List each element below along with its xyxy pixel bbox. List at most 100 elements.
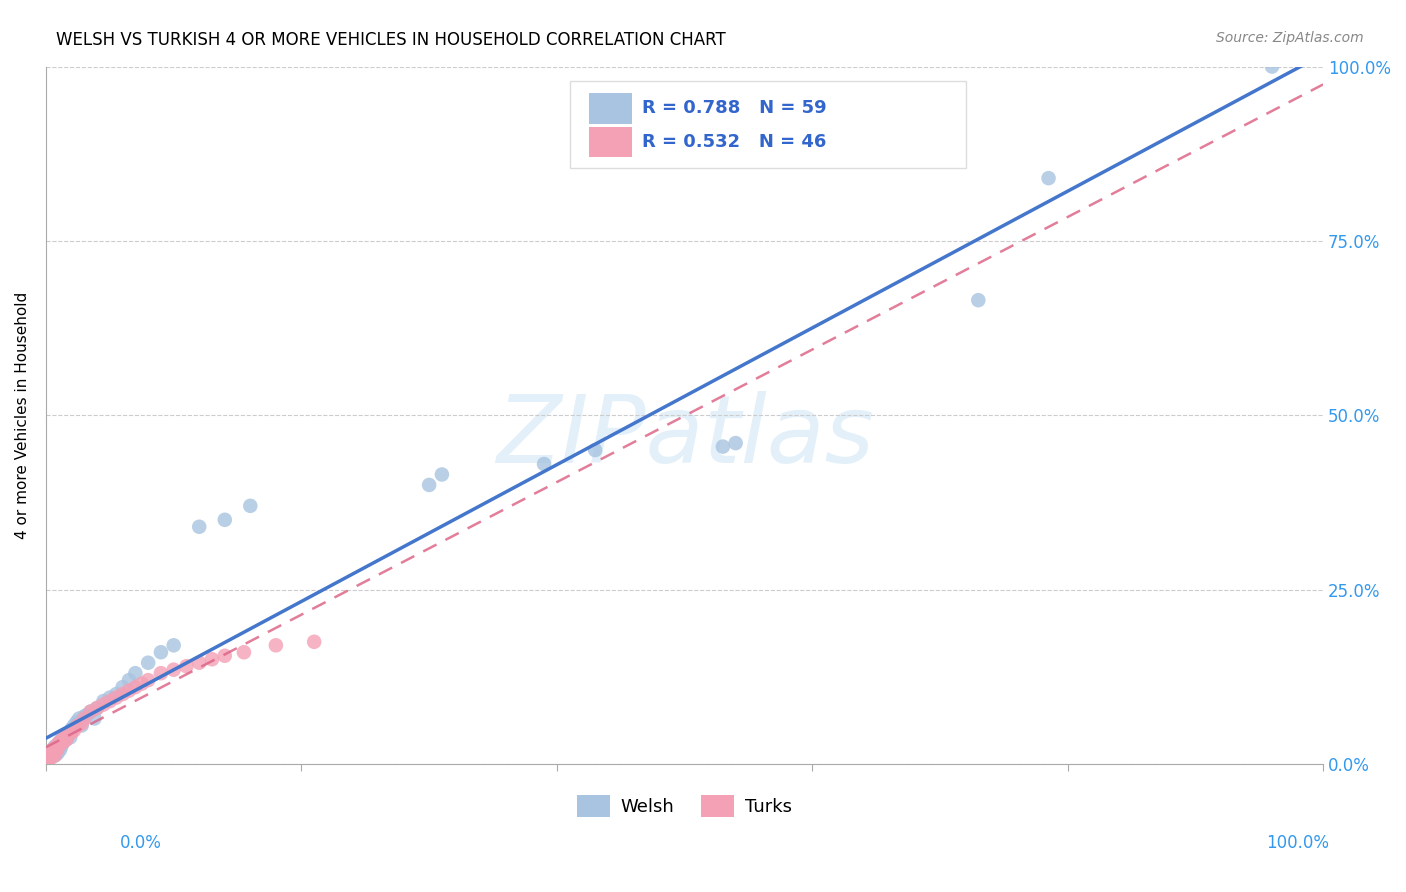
Point — [53, 729, 76, 743]
Point — [38, 751, 60, 765]
Point — [58, 725, 80, 739]
Point — [49, 743, 72, 757]
Point — [967, 293, 990, 308]
Point — [63, 718, 86, 732]
Point — [52, 736, 75, 750]
Point — [118, 673, 141, 688]
Point — [73, 711, 96, 725]
Point — [67, 711, 90, 725]
Point — [59, 731, 82, 745]
Point — [131, 676, 153, 690]
Point — [60, 725, 83, 739]
Point — [136, 673, 159, 688]
Legend: Welsh, Turks: Welsh, Turks — [569, 788, 799, 824]
Point — [302, 635, 325, 649]
Point — [44, 741, 66, 756]
Point — [111, 687, 134, 701]
Text: WELSH VS TURKISH 4 OR MORE VEHICLES IN HOUSEHOLD CORRELATION CHART: WELSH VS TURKISH 4 OR MORE VEHICLES IN H… — [56, 31, 725, 49]
Point — [45, 739, 67, 754]
Point — [430, 467, 453, 482]
Point — [52, 731, 75, 745]
Point — [48, 736, 70, 750]
Point — [724, 436, 747, 450]
Point — [98, 690, 121, 705]
Point — [163, 663, 186, 677]
Point — [70, 718, 93, 732]
Point — [214, 513, 236, 527]
Point — [48, 736, 70, 750]
Point — [38, 748, 60, 763]
Point — [83, 711, 105, 725]
Text: 100.0%: 100.0% — [1265, 834, 1329, 852]
Point — [49, 737, 72, 751]
Point — [264, 638, 287, 652]
Point — [124, 666, 146, 681]
Point — [39, 749, 62, 764]
Point — [52, 734, 75, 748]
Point — [98, 694, 121, 708]
Point — [44, 739, 66, 754]
Point — [55, 732, 77, 747]
Point — [39, 744, 62, 758]
Point — [45, 744, 67, 758]
Point — [73, 709, 96, 723]
Point — [188, 656, 211, 670]
Point — [1261, 60, 1284, 74]
Point — [1038, 171, 1060, 186]
Point — [41, 747, 63, 761]
Point — [38, 751, 60, 765]
Point — [39, 748, 62, 763]
Point — [105, 687, 128, 701]
Point — [56, 727, 79, 741]
Point — [44, 748, 66, 763]
Text: 0.0%: 0.0% — [120, 834, 162, 852]
Point — [41, 749, 63, 764]
Point — [48, 739, 70, 754]
Point — [93, 698, 115, 712]
Point — [38, 753, 60, 767]
Point — [45, 741, 67, 756]
Point — [41, 743, 63, 757]
Point — [118, 683, 141, 698]
Point — [176, 659, 198, 673]
Point — [65, 714, 87, 729]
Point — [149, 666, 172, 681]
Point — [66, 718, 89, 732]
Point — [70, 716, 93, 731]
Point — [51, 739, 73, 754]
Point — [239, 499, 262, 513]
Point — [79, 705, 101, 719]
Point — [86, 701, 108, 715]
Point — [58, 727, 80, 741]
Point — [149, 645, 172, 659]
Text: Source: ZipAtlas.com: Source: ZipAtlas.com — [1216, 31, 1364, 45]
Point — [418, 478, 440, 492]
Point — [51, 736, 73, 750]
Point — [60, 722, 83, 736]
Point — [163, 638, 186, 652]
Point — [214, 648, 236, 663]
Point — [56, 729, 79, 743]
Point — [38, 749, 60, 764]
Point — [111, 680, 134, 694]
Point — [63, 723, 86, 738]
Point — [53, 731, 76, 745]
Point — [52, 732, 75, 747]
Point — [42, 744, 65, 758]
Text: R = 0.532   N = 46: R = 0.532 N = 46 — [643, 133, 827, 151]
Point — [136, 656, 159, 670]
Point — [711, 440, 734, 454]
FancyBboxPatch shape — [569, 80, 966, 168]
Point — [51, 732, 73, 747]
Point — [49, 737, 72, 751]
Y-axis label: 4 or more Vehicles in Household: 4 or more Vehicles in Household — [15, 292, 30, 539]
Point — [41, 743, 63, 757]
Point — [46, 747, 69, 761]
Point — [201, 652, 224, 666]
Point — [46, 741, 69, 756]
Point — [188, 520, 211, 534]
Point — [124, 680, 146, 694]
Text: R = 0.788   N = 59: R = 0.788 N = 59 — [643, 99, 827, 118]
Point — [44, 748, 66, 763]
Point — [46, 743, 69, 757]
